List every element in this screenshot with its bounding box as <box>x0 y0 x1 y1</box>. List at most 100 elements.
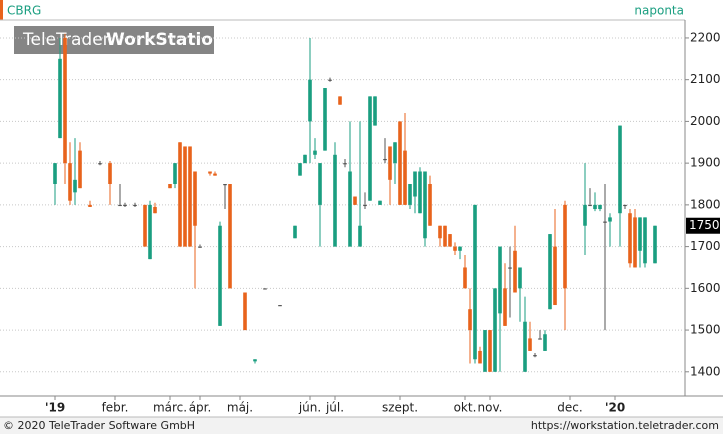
candle-body <box>448 234 452 247</box>
x-tick-label: jún. <box>298 401 321 415</box>
candle-body <box>483 330 487 372</box>
candle-body <box>278 305 282 307</box>
candle-body <box>253 359 257 362</box>
candle-body <box>563 204 567 289</box>
candle-body <box>423 171 427 239</box>
candle-body <box>523 321 527 372</box>
candle-body <box>298 163 302 176</box>
candle-body <box>353 196 357 205</box>
candle-body <box>188 146 192 247</box>
candle-body <box>308 79 312 122</box>
candle-body <box>333 154 337 247</box>
candle-body <box>418 171 422 214</box>
candle-body <box>508 267 512 269</box>
candle-body <box>303 154 307 164</box>
candle-body <box>503 288 507 326</box>
candle-body <box>393 142 397 164</box>
candle-body <box>198 246 202 248</box>
candle-body <box>608 217 612 222</box>
candle-body <box>148 204 152 260</box>
watermark-box <box>14 26 214 54</box>
footer-bar <box>0 417 723 434</box>
candle-body <box>498 246 502 314</box>
candle-body <box>643 217 647 264</box>
x-tick-label: máj. <box>227 401 253 415</box>
candle-body <box>168 184 172 189</box>
candle-body <box>403 150 407 205</box>
last-price: 1750 <box>689 218 720 232</box>
candle-body <box>473 204 477 360</box>
candle-body <box>218 225 222 326</box>
candle-body <box>528 338 532 351</box>
candle-body <box>438 225 442 239</box>
candle-body <box>538 338 542 340</box>
candle-body <box>603 221 607 223</box>
y-tick-label: 1600 <box>690 281 721 295</box>
x-tick-label: szept. <box>382 401 418 415</box>
candle-body <box>493 288 497 372</box>
y-tick-label: 1500 <box>690 323 721 337</box>
candle-body <box>518 267 522 289</box>
candle-body <box>323 88 327 151</box>
y-tick-label: 1400 <box>690 364 721 378</box>
candle-body <box>183 146 187 247</box>
candle-body <box>593 204 597 210</box>
candle-body <box>368 96 372 201</box>
candle-body <box>388 146 392 180</box>
y-tick-label: 2100 <box>690 72 721 86</box>
candle-body <box>313 150 317 155</box>
candle-body <box>428 184 432 226</box>
y-tick-label: 1800 <box>690 197 721 211</box>
candle-body <box>453 246 457 251</box>
candle-body <box>58 58 62 139</box>
x-tick-label: febr. <box>102 401 129 415</box>
candle-body <box>73 179 77 193</box>
y-tick-label: 1900 <box>690 156 721 170</box>
x-tick-label: márc. <box>153 401 187 415</box>
candle-body <box>383 158 387 161</box>
candle-body <box>223 184 227 186</box>
candle-body <box>378 200 382 205</box>
candle-body <box>633 217 637 268</box>
candle-body <box>398 121 402 205</box>
candle-body <box>133 204 137 207</box>
candle-body <box>478 350 482 364</box>
candle-body <box>488 330 492 372</box>
candle-body <box>543 334 547 351</box>
x-tick-label: okt. <box>454 401 477 415</box>
candle-body <box>513 250 517 293</box>
candle-body <box>243 292 247 331</box>
candle-body <box>68 163 72 201</box>
candle-body <box>123 204 127 207</box>
candle-body <box>628 213 632 264</box>
candle-body <box>408 184 412 205</box>
candle-body <box>363 204 367 207</box>
candle-body <box>458 246 462 251</box>
candle-body <box>178 142 182 247</box>
candle-body <box>53 163 57 185</box>
x-tick-label: dec. <box>557 401 582 415</box>
y-tick-label: 1700 <box>690 239 721 253</box>
candle-body <box>373 96 377 126</box>
symbol-marker <box>0 0 3 20</box>
candle-body <box>348 171 352 247</box>
candle-body <box>293 225 297 239</box>
candle-body <box>343 163 347 165</box>
y-tick-label: 2000 <box>690 114 721 128</box>
candle-body <box>598 204 602 210</box>
candle-body <box>228 184 232 289</box>
candle-body <box>118 204 122 207</box>
candle-body <box>78 150 82 189</box>
candle-body <box>153 206 157 214</box>
candle-body <box>533 355 537 357</box>
candle-body <box>548 234 552 310</box>
candle-body <box>193 171 197 226</box>
candle-body <box>443 225 447 247</box>
y-tick-label: 2200 <box>690 30 721 44</box>
candle-body <box>618 125 622 214</box>
x-tick-label: '19 <box>45 401 65 415</box>
x-tick-label: '20 <box>605 401 625 415</box>
candle-body <box>583 204 587 226</box>
